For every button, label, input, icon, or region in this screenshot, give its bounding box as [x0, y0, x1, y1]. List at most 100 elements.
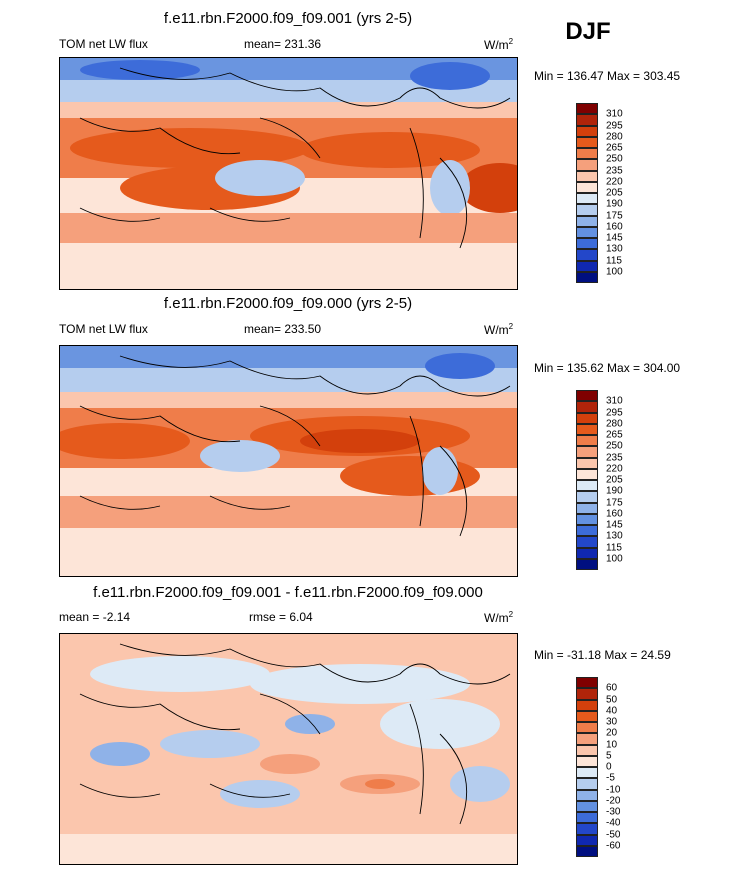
panel-1-units-label: W/m2	[484, 37, 514, 52]
panel-3-rmse-label: rmse = 6.04	[249, 610, 313, 624]
colorbar-tick-label: 220	[606, 463, 623, 475]
colorbar-segment	[576, 699, 598, 711]
colorbar-tick-label: 205	[606, 474, 623, 486]
colorbar-segment	[576, 181, 598, 193]
colorbar-tick-label: 220	[606, 176, 623, 188]
colorbar-segment	[576, 722, 598, 734]
panel-2-map-field	[60, 346, 517, 576]
panel-2-map	[59, 345, 518, 577]
colorbar-segment	[576, 491, 598, 503]
colorbar-segment	[576, 536, 598, 548]
colorbar-tick-label: 130	[606, 530, 623, 542]
panel-3-units-label: W/m2	[484, 610, 514, 625]
panel-3-title: f.e11.rbn.F2000.f09_f09.001 - f.e11.rbn.…	[93, 584, 483, 601]
colorbar-segment	[576, 103, 598, 115]
colorbar-tick-label: 310	[606, 395, 623, 407]
colorbar-tick-label: 190	[606, 485, 623, 497]
panel-3-map	[59, 633, 518, 865]
colorbar-segment	[576, 170, 598, 182]
colorbar-segment	[576, 114, 598, 126]
colorbar-segment	[576, 260, 598, 272]
colorbar-segment	[576, 755, 598, 767]
colorbar-segment	[576, 558, 598, 570]
panel-2-units-label: W/m2	[484, 322, 514, 337]
colorbar-segment	[576, 733, 598, 745]
colorbar-segment	[576, 226, 598, 238]
panel-2-minmax: Min = 135.62 Max = 304.00	[534, 361, 681, 375]
panel-2-title: f.e11.rbn.F2000.f09_f09.000 (yrs 2-5)	[163, 295, 413, 312]
colorbar-tick-label: 280	[606, 418, 623, 430]
colorbar-segment	[576, 710, 598, 722]
colorbar-tick-label: -5	[606, 772, 615, 784]
colorbar-segment	[576, 159, 598, 171]
colorbar-segment	[576, 412, 598, 424]
colorbar-tick-label: 175	[606, 497, 623, 508]
panel-1-minmax: Min = 136.47 Max = 303.45	[534, 69, 681, 83]
colorbar-segment	[576, 677, 598, 689]
colorbar-tick-label: -60	[606, 840, 621, 852]
season-label: DJF	[565, 18, 611, 45]
colorbar-segment	[576, 249, 598, 261]
colorbar-segment	[576, 767, 598, 779]
colorbar-tick-label: 295	[606, 407, 623, 418]
colorbar-tick-label: -20	[606, 795, 621, 807]
colorbar-segment	[576, 193, 598, 205]
colorbar-tick-label: 0	[606, 761, 612, 773]
colorbar-tick-label: 175	[606, 210, 623, 221]
colorbar-tick-label: 265	[606, 142, 623, 154]
colorbar-tick-label: 100	[606, 266, 623, 278]
colorbar-segment	[576, 812, 598, 824]
colorbar-tick-label: 145	[606, 232, 623, 244]
colorbar-segment	[576, 845, 598, 857]
colorbar-segment	[576, 401, 598, 413]
colorbar-tick-label: 190	[606, 198, 623, 210]
colorbar-segment	[576, 502, 598, 514]
colorbar-tick-label: 115	[606, 255, 622, 266]
panel-2-colorbar	[576, 390, 598, 570]
colorbar-tick-label: 235	[606, 165, 623, 176]
colorbar-segment	[576, 125, 598, 137]
panel-1-map	[59, 57, 518, 290]
colorbar-segment	[576, 547, 598, 559]
colorbar-tick-label: 130	[606, 243, 623, 255]
panel-1-variable-label: TOM net LW flux	[59, 37, 148, 51]
panel-1-colorbar	[576, 103, 598, 283]
colorbar-segment	[576, 148, 598, 160]
colorbar-tick-label: -10	[606, 784, 621, 795]
colorbar-tick-label: 205	[606, 187, 623, 199]
colorbar-tick-label: 265	[606, 429, 623, 441]
colorbar-tick-label: 280	[606, 131, 623, 143]
colorbar-segment	[576, 688, 598, 700]
colorbar-tick-label: 60	[606, 682, 618, 694]
colorbar-segment	[576, 744, 598, 756]
colorbar-segment	[576, 136, 598, 148]
colorbar-segment	[576, 480, 598, 492]
panel-2-variable-label: TOM net LW flux	[59, 322, 148, 336]
colorbar-tick-label: 145	[606, 519, 623, 531]
colorbar-tick-label: 250	[606, 440, 623, 452]
colorbar-segment	[576, 789, 598, 801]
colorbar-segment	[576, 834, 598, 846]
colorbar-tick-label: 20	[606, 727, 618, 739]
colorbar-segment	[576, 423, 598, 435]
colorbar-segment	[576, 390, 598, 402]
colorbar-tick-label: 50	[606, 694, 618, 705]
colorbar-tick-label: -30	[606, 806, 621, 818]
panel-1-map-field	[60, 58, 517, 289]
colorbar-segment	[576, 525, 598, 537]
colorbar-tick-label: 30	[606, 716, 618, 728]
colorbar-tick-label: 235	[606, 452, 623, 463]
panel-1-title: f.e11.rbn.F2000.f09_f09.001 (yrs 2-5)	[163, 10, 413, 27]
colorbar-segment	[576, 457, 598, 469]
colorbar-tick-label: -40	[606, 817, 621, 829]
colorbar-tick-label: 160	[606, 508, 623, 520]
colorbar-tick-label: 250	[606, 153, 623, 165]
colorbar-segment	[576, 446, 598, 458]
colorbar-segment	[576, 215, 598, 227]
colorbar-segment	[576, 778, 598, 790]
colorbar-tick-label: 100	[606, 553, 623, 565]
colorbar-segment	[576, 513, 598, 525]
colorbar-segment	[576, 238, 598, 250]
colorbar-segment	[576, 468, 598, 480]
colorbar-segment	[576, 800, 598, 812]
